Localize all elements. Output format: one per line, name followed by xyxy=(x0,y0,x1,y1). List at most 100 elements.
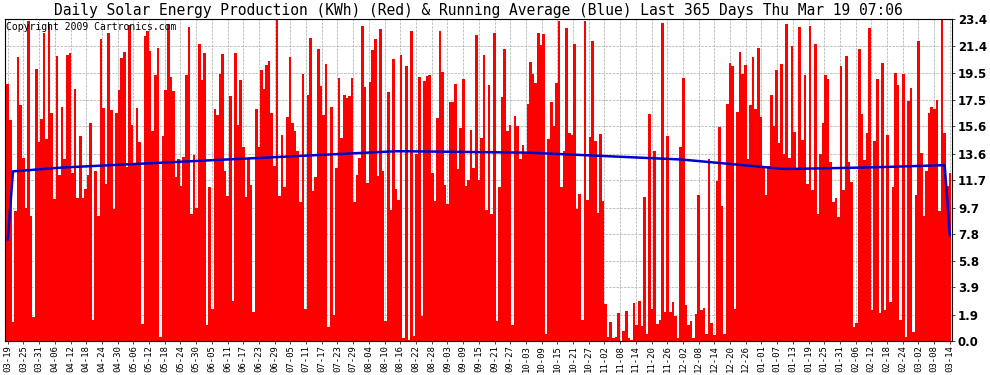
Bar xyxy=(151,131,154,341)
Bar xyxy=(203,53,206,341)
Bar xyxy=(871,310,873,341)
Bar xyxy=(631,340,633,341)
Bar xyxy=(38,142,41,341)
Bar xyxy=(100,39,102,341)
Bar xyxy=(936,100,939,341)
Bar xyxy=(121,58,123,341)
Bar xyxy=(535,82,537,341)
Bar xyxy=(317,49,320,341)
Bar xyxy=(46,139,48,341)
Bar xyxy=(224,171,227,341)
Bar xyxy=(845,56,847,341)
Bar xyxy=(876,79,879,341)
Bar xyxy=(126,167,128,341)
Bar xyxy=(30,216,33,341)
Bar xyxy=(610,322,612,341)
Bar xyxy=(615,337,617,341)
Bar xyxy=(156,48,159,341)
Bar xyxy=(185,75,188,341)
Bar xyxy=(92,320,94,341)
Bar xyxy=(366,183,369,341)
Bar xyxy=(265,64,268,341)
Bar xyxy=(716,182,718,341)
Bar xyxy=(164,90,167,341)
Bar xyxy=(855,323,858,341)
Bar xyxy=(939,211,940,341)
Bar xyxy=(679,147,682,341)
Bar xyxy=(288,57,291,341)
Bar xyxy=(568,133,570,341)
Bar xyxy=(392,59,395,341)
Bar xyxy=(788,158,791,341)
Bar xyxy=(410,32,413,341)
Bar xyxy=(801,140,804,341)
Bar xyxy=(532,74,535,341)
Bar xyxy=(607,337,610,341)
Bar xyxy=(708,159,711,341)
Bar xyxy=(671,302,674,341)
Bar xyxy=(167,24,169,341)
Bar xyxy=(501,96,503,341)
Bar xyxy=(759,117,762,341)
Bar xyxy=(469,130,472,341)
Bar xyxy=(330,107,333,341)
Bar xyxy=(376,176,379,341)
Bar xyxy=(628,338,631,341)
Bar xyxy=(658,320,661,341)
Bar xyxy=(467,180,469,341)
Bar xyxy=(227,196,229,341)
Bar xyxy=(847,162,850,341)
Bar xyxy=(770,95,772,341)
Bar xyxy=(563,151,565,341)
Bar xyxy=(923,216,926,341)
Bar xyxy=(43,33,46,341)
Bar xyxy=(358,158,361,341)
Bar xyxy=(931,108,933,341)
Bar xyxy=(852,327,855,341)
Bar xyxy=(333,315,336,341)
Bar xyxy=(118,90,121,341)
Bar xyxy=(418,77,421,341)
Bar xyxy=(641,326,644,341)
Bar xyxy=(50,113,53,341)
Bar xyxy=(648,114,650,341)
Bar xyxy=(488,85,490,341)
Bar xyxy=(620,340,623,341)
Bar xyxy=(312,191,315,341)
Bar xyxy=(910,88,913,341)
Bar xyxy=(270,113,273,341)
Bar xyxy=(850,182,852,341)
Bar xyxy=(444,184,446,341)
Bar xyxy=(742,74,744,341)
Bar xyxy=(413,336,416,341)
Bar xyxy=(754,109,757,341)
Bar xyxy=(713,335,716,341)
Bar xyxy=(472,168,475,341)
Bar xyxy=(920,153,923,341)
Bar xyxy=(71,173,74,341)
Bar xyxy=(838,217,840,341)
Bar xyxy=(757,48,759,341)
Bar xyxy=(147,31,148,341)
Bar xyxy=(195,207,198,341)
Bar xyxy=(369,82,371,341)
Bar xyxy=(591,40,594,341)
Bar xyxy=(698,195,700,341)
Bar xyxy=(128,25,131,341)
Bar xyxy=(9,120,12,341)
Title: Daily Solar Energy Production (KWh) (Red) & Running Average (Blue) Last 365 Days: Daily Solar Energy Production (KWh) (Red… xyxy=(54,3,903,18)
Bar xyxy=(341,138,343,341)
Bar xyxy=(136,108,139,341)
Bar xyxy=(79,136,81,341)
Bar xyxy=(519,159,522,341)
Bar xyxy=(400,55,403,341)
Bar xyxy=(785,24,788,341)
Bar xyxy=(948,173,951,341)
Bar xyxy=(94,171,97,341)
Bar xyxy=(384,321,387,341)
Bar xyxy=(431,173,434,341)
Bar xyxy=(623,331,625,341)
Bar xyxy=(765,195,767,341)
Bar xyxy=(557,21,560,341)
Bar xyxy=(737,112,739,341)
